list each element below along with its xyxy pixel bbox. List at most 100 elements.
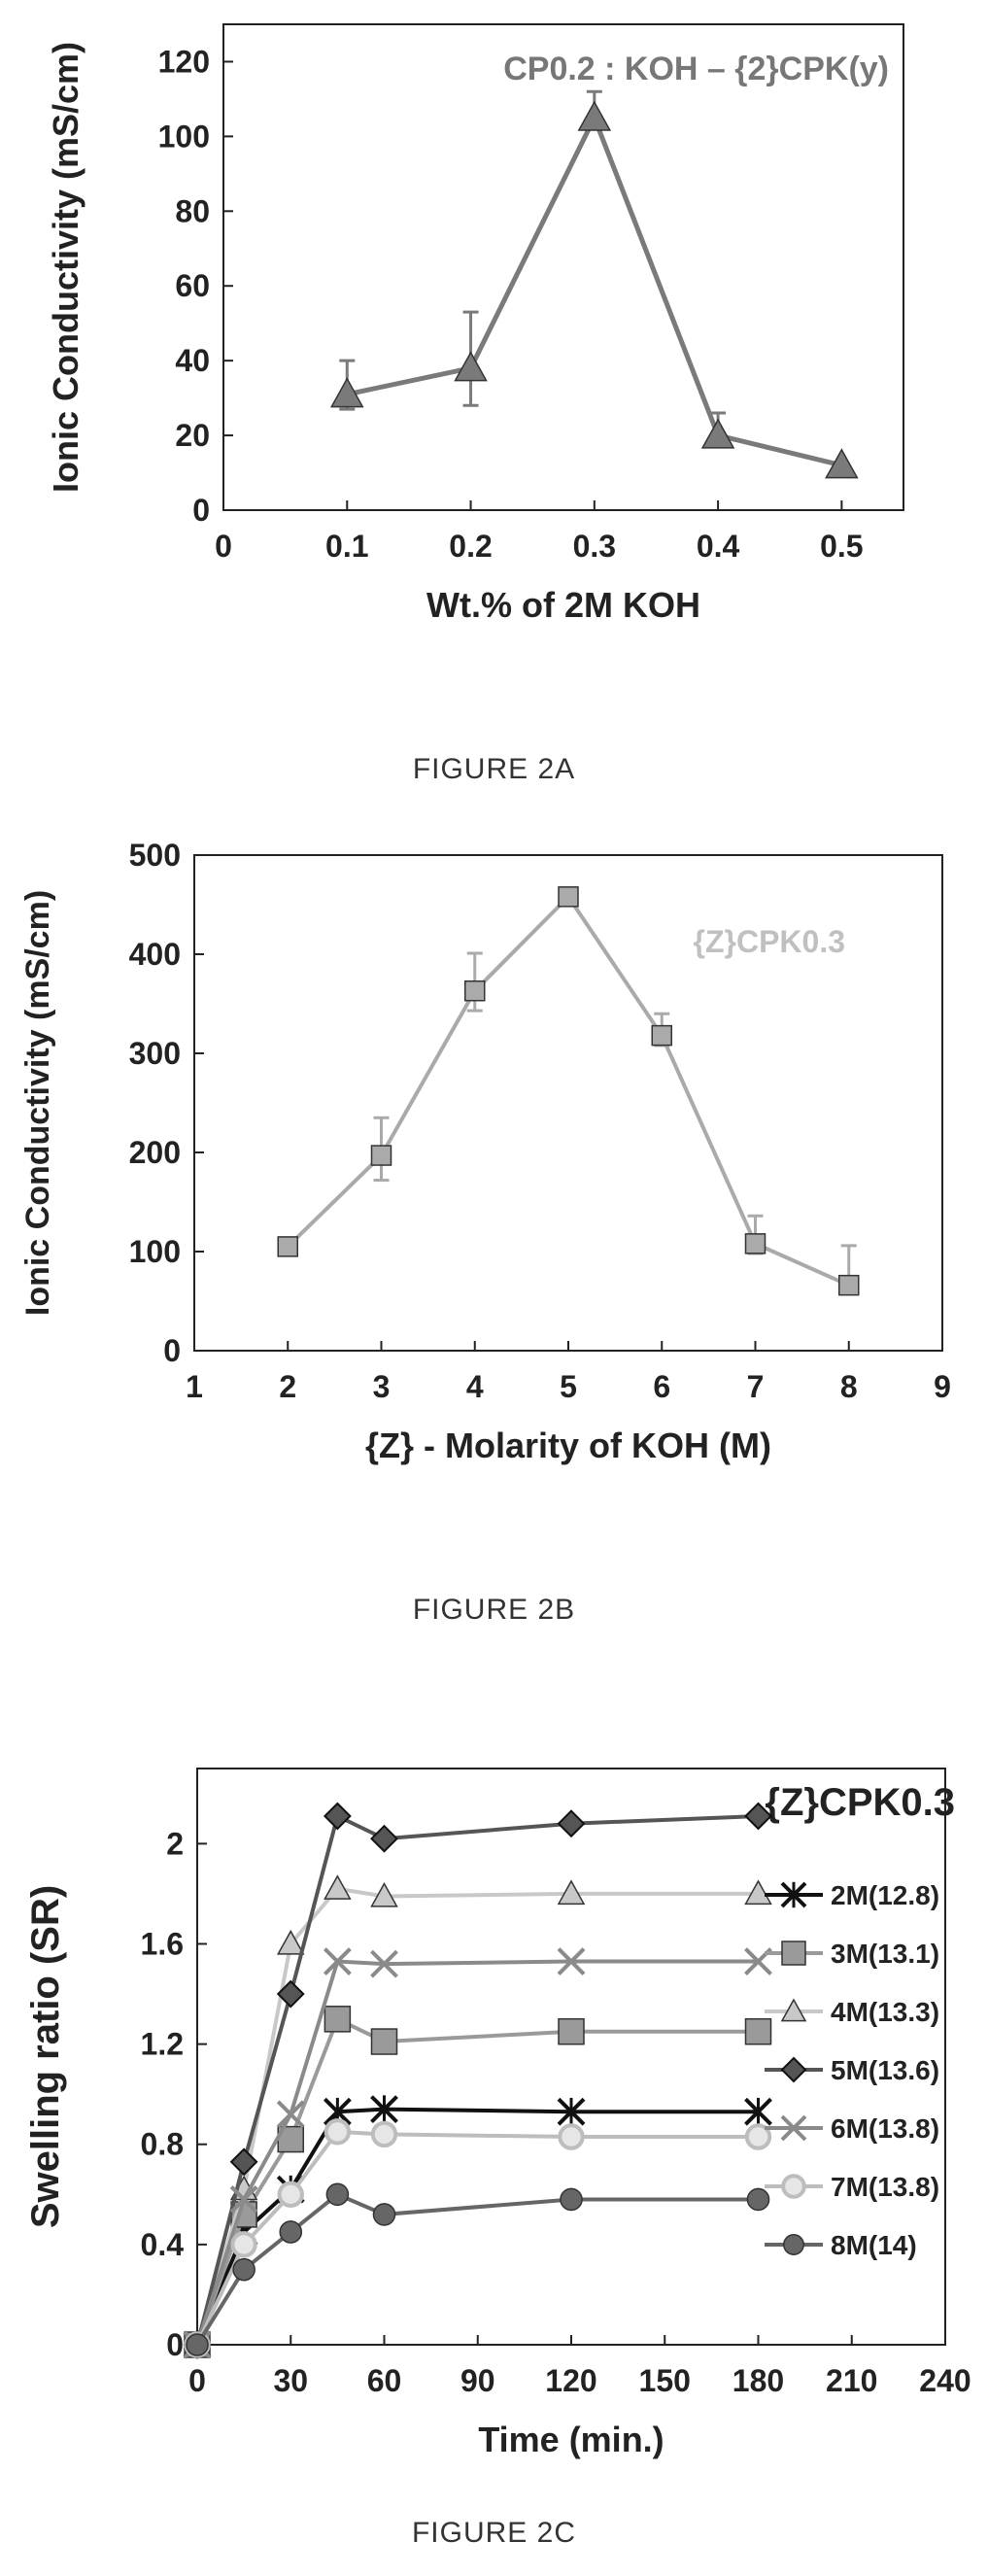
y-tick-label: 1.6 [141, 1926, 184, 1961]
x-axis-title: Time (min.) [478, 2420, 664, 2459]
series-0 [277, 886, 860, 1296]
data-point [229, 2147, 258, 2177]
data-point [276, 1979, 305, 2009]
data-point [324, 2118, 352, 2146]
data-point [370, 1145, 392, 1166]
data-point [746, 2187, 770, 2212]
legend-marker [780, 2114, 807, 2142]
series-line [195, 2191, 759, 2347]
y-tick-label: 0 [192, 493, 210, 528]
y-tick-label: 60 [175, 268, 210, 303]
data-point [825, 448, 859, 479]
data-point [744, 1879, 772, 1906]
data-point [323, 1802, 352, 1831]
y-axis-title: Swelling ratio (SR) [24, 1885, 67, 2228]
chart-swelling-ratio: 0 30 60 90 120 150 180 210 240 0 0.4 0.8 1.2 1.6 2 Time… [24, 1768, 971, 2459]
x-tick-label: 150 [639, 2363, 691, 2398]
x-tick-label: 0.3 [573, 529, 616, 564]
data-point [232, 2257, 256, 2282]
legend-label: 8M(14) [831, 2230, 917, 2260]
figure-2a: 0 0.1 0.2 0.3 0.4 0.5 0 20 40 60 80 100 120 Wt.% of 2… [0, 0, 988, 719]
x-tick-label: 8 [840, 1369, 858, 1404]
figure-2c: 0 30 60 90 120 150 180 210 240 0 0.4 0.8 1.2 1.6 2 Time… [0, 1739, 988, 2478]
x-tick-label: 5 [560, 1369, 577, 1404]
x-tick-label: 4 [466, 1369, 484, 1404]
y-axis-title: Ionic Conductivity (mS/cm) [46, 42, 85, 493]
y-tick-label: 0.8 [141, 2127, 184, 2162]
data-point [651, 1024, 672, 1047]
plot-frame [222, 23, 904, 511]
chart-ionic-conductivity-wt: 0 0.1 0.2 0.3 0.4 0.5 0 20 40 60 80 100 120 Wt.% of 2… [46, 23, 904, 625]
legend-item: 6M(13.8) [765, 2113, 939, 2144]
legend-item: 2M(12.8) [765, 1880, 939, 1910]
data-point [557, 2097, 586, 2126]
figure-2b: 1 2 3 4 5 6 7 8 9 0 100 200 300 400 500 {Z} - Molarity … [0, 836, 988, 1535]
x-axis-title: {Z} - Molarity of KOH (M) [365, 1425, 771, 1465]
data-point [370, 2120, 398, 2148]
legend-marker [780, 1998, 807, 2022]
legend-marker [781, 2174, 806, 2199]
data-point [323, 1947, 352, 1975]
y-tick-label: 100 [158, 119, 210, 154]
legend-label: 3M(13.1) [831, 1939, 939, 1969]
y-tick-label: 20 [175, 418, 210, 453]
data-point [577, 100, 612, 131]
data-point [277, 1236, 298, 1257]
y-tick-label: 2 [166, 1826, 184, 1861]
legend-label: 2M(12.8) [831, 1880, 939, 1910]
legend-item: 8M(14) [765, 2230, 917, 2260]
chart-annotation: CP0.2 : KOH – {2}CPK(y) [503, 51, 889, 87]
x-tick-label: 7 [747, 1369, 765, 1404]
data-point [557, 1809, 586, 1838]
data-point [700, 418, 735, 449]
data-point [558, 2017, 585, 2045]
x-tick-label: 2 [279, 1369, 296, 1404]
data-point [838, 1274, 860, 1296]
legend-label: 7M(13.8) [831, 2172, 939, 2202]
x-axis-title: Wt.% of 2M KOH [426, 585, 700, 625]
chart-ionic-conductivity-molarity: 1 2 3 4 5 6 7 8 9 0 100 200 300 400 500 {Z} - Molarity … [19, 838, 951, 1465]
data-point [329, 377, 364, 408]
x-tick-label: 60 [367, 2363, 402, 2398]
y-tick-label: 1.2 [141, 2027, 184, 2062]
data-point [744, 1802, 772, 1831]
data-point [744, 1233, 767, 1254]
y-tick-label: 0.4 [141, 2227, 185, 2262]
y-tick-label: 200 [129, 1135, 181, 1170]
y-tick-label: 100 [129, 1234, 181, 1269]
y-axis-title: Ionic Conductivity (mS/cm) [19, 890, 56, 1316]
y-tick-label: 0 [163, 1333, 181, 1368]
x-tick-label: 90 [460, 2363, 495, 2398]
x-tick-label: 120 [545, 2363, 596, 2398]
data-point [558, 886, 579, 908]
legend-item: 4M(13.3) [765, 1997, 939, 2027]
y-tick-label: 500 [129, 838, 181, 873]
figure-2c-caption: FIGURE 2C [411, 2517, 577, 2549]
series-6m138 [183, 1947, 772, 2359]
data-point [229, 2185, 258, 2214]
data-point [230, 2231, 257, 2258]
data-point [557, 1947, 586, 1975]
legend-marker [780, 1881, 807, 1908]
series-line [346, 111, 842, 468]
series-0 [329, 89, 859, 479]
y-tick-label: 80 [175, 193, 210, 228]
y-tick-label: 120 [158, 44, 210, 79]
x-tick-label: 0 [215, 529, 232, 564]
data-point [744, 2017, 772, 2045]
data-point [372, 2203, 396, 2226]
x-tick-label: 6 [653, 1369, 670, 1404]
series-4m133 [183, 1874, 772, 2356]
data-point [744, 2097, 772, 2126]
data-point [277, 2181, 304, 2209]
x-tick-label: 210 [826, 2363, 877, 2398]
x-tick-label: 0 [188, 2363, 206, 2398]
x-tick-label: 9 [934, 1369, 951, 1404]
x-tick-label: 180 [732, 2363, 784, 2398]
data-point [324, 2006, 352, 2033]
legend-item: 7M(13.8) [765, 2172, 939, 2202]
legend-marker [783, 2234, 804, 2255]
data-point [454, 351, 488, 382]
data-point [325, 2182, 350, 2207]
data-point [370, 1949, 398, 1978]
